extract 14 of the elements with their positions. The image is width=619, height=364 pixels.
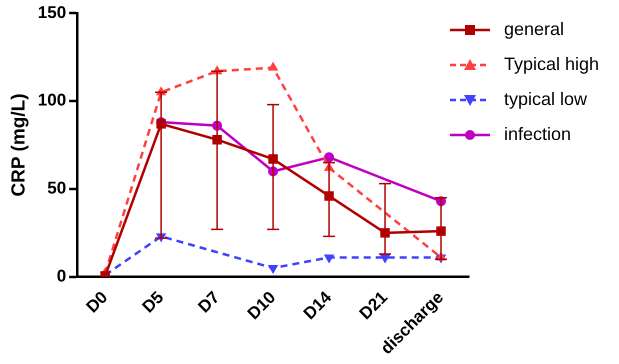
x-tick-label: D14 bbox=[300, 287, 336, 324]
y-tick-label: 100 bbox=[38, 90, 66, 110]
x-tick-label: D10 bbox=[244, 288, 280, 324]
legend-label: infection bbox=[504, 124, 572, 145]
y-tick-label: 150 bbox=[38, 2, 66, 22]
y-axis-title: CRP (mg/L) bbox=[8, 93, 30, 197]
legend-label: typical low bbox=[504, 89, 588, 110]
x-tick-label: D7 bbox=[194, 288, 224, 317]
legend-label: Typical high bbox=[504, 54, 600, 75]
y-tick-label: 50 bbox=[47, 178, 66, 198]
x-tick-label: D0 bbox=[82, 288, 112, 317]
y-tick-label: 0 bbox=[56, 266, 66, 286]
legend-label: general bbox=[504, 19, 564, 40]
x-tick-label: D5 bbox=[138, 288, 168, 317]
